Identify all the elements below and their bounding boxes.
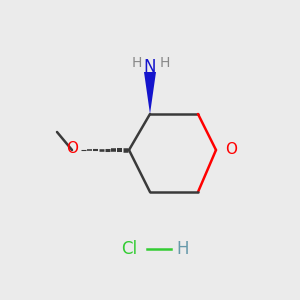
Text: H: H: [159, 56, 170, 70]
Text: H: H: [177, 240, 189, 258]
Text: H: H: [131, 56, 142, 70]
Text: O: O: [225, 142, 237, 158]
Text: Cl: Cl: [121, 240, 137, 258]
Polygon shape: [144, 72, 156, 114]
Text: O: O: [66, 141, 78, 156]
Text: N: N: [144, 58, 156, 76]
